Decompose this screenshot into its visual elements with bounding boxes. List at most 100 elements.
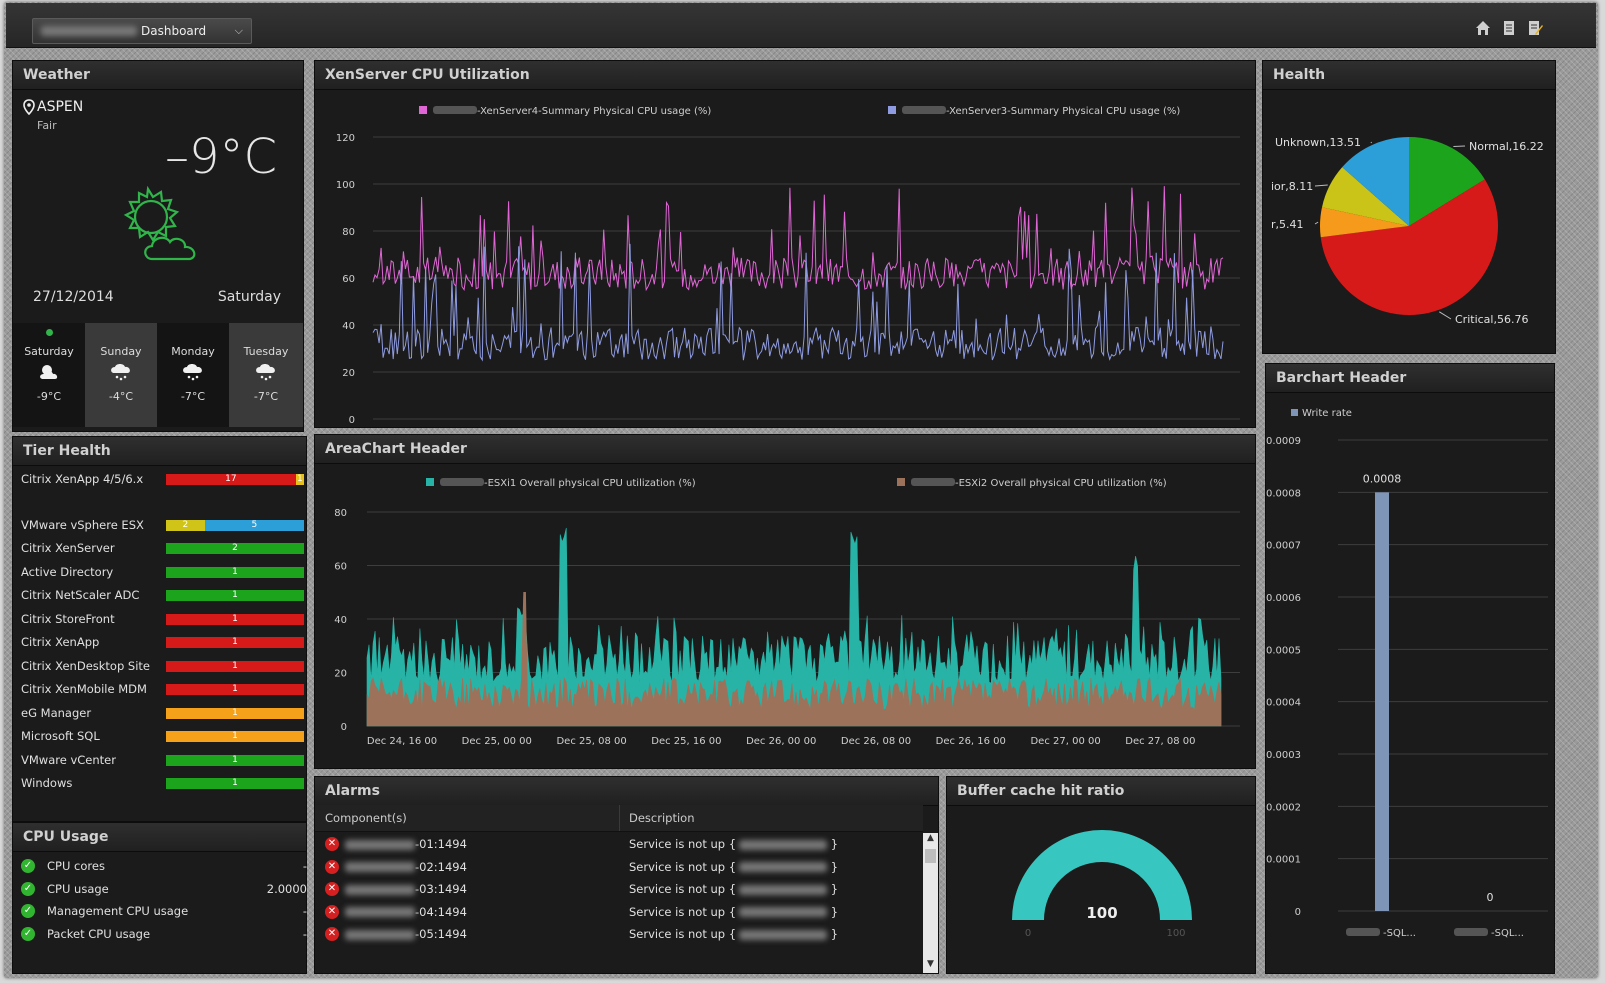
barchart-title: Barchart Header: [1266, 364, 1554, 393]
tier-health-segment[interactable]: 17: [166, 474, 296, 485]
tier-row[interactable]: Windows 1: [21, 773, 305, 793]
tier-health-bar[interactable]: 1: [166, 778, 304, 789]
tier-row[interactable]: Citrix XenApp 1: [21, 632, 305, 652]
tier-health-bar[interactable]: 17 1: [166, 474, 304, 485]
tier-health-segment[interactable]: 1: [166, 567, 304, 578]
y-tick-label: 0: [1295, 907, 1301, 918]
x-tick-label: Dec 25, 08 00: [556, 736, 626, 747]
redacted-text: [911, 478, 955, 486]
redacted-text: [739, 907, 828, 917]
alarm-row[interactable]: ✕ -01:1494 Service is not up { }: [315, 833, 923, 855]
redacted-text: [1346, 928, 1380, 936]
legend-label: -XenServer3-Summary Physical CPU usage (…: [946, 106, 1180, 117]
report-icon[interactable]: [1500, 19, 1518, 37]
pie-slice: [1322, 167, 1409, 226]
tier-row[interactable]: Citrix NetScaler ADC 1: [21, 585, 305, 605]
column-header-description[interactable]: Description: [629, 811, 695, 825]
tier-health-segment[interactable]: 1: [166, 661, 304, 672]
gauge-max-label: 100: [1166, 928, 1185, 939]
tier-health-segment[interactable]: 1: [166, 708, 304, 719]
health-panel: Health Normal,16.22 Critical,56.76 r,5.41 i…: [1262, 60, 1556, 354]
tier-health-bar[interactable]: 1: [166, 567, 304, 578]
x-tick-label: Dec 25, 16 00: [651, 736, 721, 747]
y-tick-label: 60: [342, 274, 355, 285]
tier-health-bar[interactable]: 1: [166, 614, 304, 625]
location-pin-icon: [23, 99, 35, 115]
forecast-day: Monday -7°C: [157, 323, 229, 427]
pie-slice: [1409, 137, 1485, 226]
dashboard-select[interactable]: Dashboard ⌵: [32, 18, 252, 44]
y-tick-label: 0.0002: [1266, 802, 1301, 813]
column-header-components[interactable]: Component(s): [325, 811, 407, 825]
scroll-thumb[interactable]: [925, 849, 936, 863]
tier-health-bar[interactable]: 1: [166, 684, 304, 695]
legend-swatch: [888, 106, 896, 114]
tier-health-segment[interactable]: 1: [166, 778, 304, 789]
health-title: Health: [1263, 61, 1555, 90]
tier-row[interactable]: Active Directory 1: [21, 562, 305, 582]
pie-slice: [1342, 137, 1409, 226]
tier-name: Citrix XenApp 4/5/6.x: [21, 472, 144, 486]
redacted-text: [345, 907, 415, 917]
cpu-usage-row: ✓ CPU usage 2.0000: [21, 880, 307, 900]
xenserver-cpu-panel: XenServer CPU Utilization 0 20 40 60 80 100 12…: [314, 60, 1256, 428]
alarm-row[interactable]: ✕ -02:1494 Service is not up { }: [315, 856, 923, 878]
pie-slice: [1320, 179, 1498, 315]
edit-icon[interactable]: [1526, 19, 1544, 37]
scroll-up-icon[interactable]: ▲: [927, 833, 934, 843]
alarm-component: -05:1494: [345, 927, 467, 941]
tier-health-bar[interactable]: 2: [166, 543, 304, 554]
tier-health-segment[interactable]: 2: [166, 520, 205, 531]
alarm-row[interactable]: ✕ -03:1494 Service is not up { }: [315, 878, 923, 900]
tier-row[interactable]: Citrix XenDesktop Site 1: [21, 656, 305, 676]
forecast-temp: -7°C: [253, 390, 279, 403]
tier-health-segment[interactable]: 1: [166, 637, 304, 648]
pie-label-leader: [1370, 141, 1372, 144]
forecast-temp: -9°C: [36, 390, 62, 403]
alarm-row[interactable]: ✕ -04:1494 Service is not up { }: [315, 901, 923, 923]
alarms-scrollbar[interactable]: ▲ ▼: [923, 833, 938, 973]
scroll-down-icon[interactable]: ▼: [927, 959, 934, 969]
alarm-description: Service is not up { }: [629, 859, 839, 874]
tier-health-bar[interactable]: 1: [166, 637, 304, 648]
gauge-fill: [1012, 830, 1192, 920]
tier-health-bar[interactable]: 1: [166, 661, 304, 672]
tier-health-bar[interactable]: 1: [166, 731, 304, 742]
tier-health-segment[interactable]: 1: [166, 755, 304, 766]
tier-health-bar[interactable]: 1: [166, 708, 304, 719]
alarm-component: -01:1494: [345, 837, 467, 851]
tier-row[interactable]: VMware vSphere ESX 2 5: [21, 515, 305, 535]
tier-health-segment[interactable]: 2: [166, 543, 304, 554]
redacted-text: [902, 106, 946, 114]
tier-health-segment[interactable]: 1: [166, 614, 304, 625]
gauge-value: 100: [1086, 904, 1117, 922]
cpu-metric-value: 2.0000: [266, 881, 307, 896]
tier-row[interactable]: eG Manager 1: [21, 703, 305, 723]
check-icon: ✓: [21, 859, 35, 873]
alarm-component: -02:1494: [345, 860, 467, 874]
tier-health-segment[interactable]: 1: [166, 684, 304, 695]
x-tick-label: Dec 24, 16 00: [367, 736, 437, 747]
alarm-row[interactable]: ✕ -05:1494 Service is not up { }: [315, 923, 923, 945]
tier-row[interactable]: Citrix XenMobile MDM 1: [21, 679, 305, 699]
tier-health-bar[interactable]: 1: [166, 755, 304, 766]
redacted-text: [41, 26, 137, 36]
check-icon: ✓: [21, 881, 35, 896]
tier-row[interactable]: Microsoft SQL 1: [21, 726, 305, 746]
home-icon[interactable]: [1474, 19, 1492, 37]
buffer-cache-gauge: 100 0 100: [1012, 830, 1192, 939]
tier-row[interactable]: Citrix XenApp 4/5/6.x 17 1: [21, 469, 305, 489]
tier-health-segment[interactable]: 1: [166, 590, 304, 601]
weather-date: 27/12/2014: [33, 289, 114, 305]
y-tick-label: 100: [336, 180, 355, 191]
x-tick-label: Dec 27, 08 00: [1125, 736, 1195, 747]
tier-row[interactable]: VMware vCenter 1: [21, 750, 305, 770]
tier-health-segment[interactable]: 1: [166, 731, 304, 742]
tier-health-segment[interactable]: 5: [204, 520, 304, 531]
cpu-usage-row: ✓ CPU cores -: [21, 857, 307, 877]
tier-health-segment[interactable]: 1: [295, 474, 304, 485]
tier-health-bar[interactable]: 1: [166, 590, 304, 601]
tier-row[interactable]: Citrix StoreFront 1: [21, 609, 305, 629]
tier-row[interactable]: Citrix XenServer 2: [21, 538, 305, 558]
